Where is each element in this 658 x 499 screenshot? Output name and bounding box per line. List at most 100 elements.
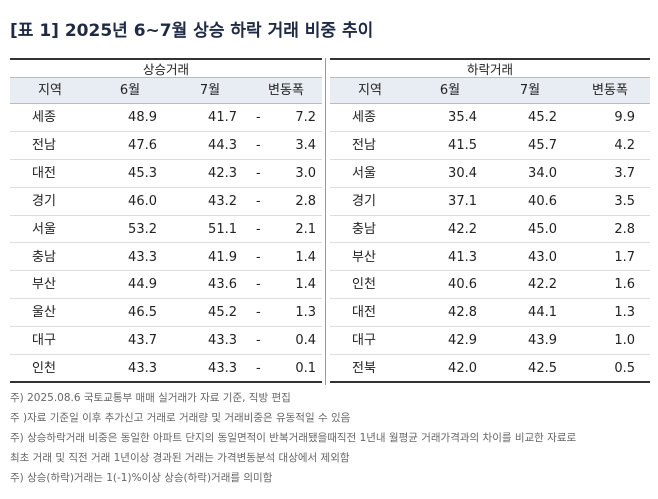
region-cell: 인천 bbox=[352, 277, 376, 293]
change-sign: - bbox=[256, 165, 261, 181]
group-header: 상승거래 bbox=[10, 58, 322, 78]
value-cell: 42.2 bbox=[528, 277, 557, 293]
row-line bbox=[10, 244, 322, 272]
title: [표 1] 2025년 6~7월 상승 하락 거래 비중 추이 bbox=[10, 21, 374, 41]
note: 주 )자료 기준일 이후 추가신고 거래로 거래량 및 거래비중은 유동적일 수… bbox=[10, 412, 351, 424]
row-line bbox=[330, 244, 650, 272]
value-cell: 41.7 bbox=[208, 110, 237, 125]
value-cell: 40.6 bbox=[448, 277, 477, 293]
row-line bbox=[10, 299, 322, 328]
change-cell: 0.1 bbox=[295, 361, 316, 377]
region-cell: 대구 bbox=[352, 333, 376, 349]
row-line bbox=[10, 271, 322, 300]
value-cell: 30.4 bbox=[448, 165, 477, 181]
value-cell: 41.5 bbox=[448, 137, 477, 153]
region-cell: 전남 bbox=[352, 137, 376, 153]
note: 최초 거래 및 직전 거래 1년이상 경과된 거래는 가격변동분석 대상에서 제… bbox=[10, 452, 350, 464]
value-cell: 48.9 bbox=[128, 110, 157, 125]
change-cell: 3.4 bbox=[295, 137, 316, 153]
value-cell: 43.3 bbox=[208, 333, 237, 349]
row-line bbox=[330, 299, 650, 328]
change-cell: 2.8 bbox=[614, 221, 635, 237]
row-line bbox=[330, 188, 650, 216]
value-cell: 41.3 bbox=[448, 249, 477, 265]
region-cell: 충남 bbox=[32, 249, 56, 265]
row-line bbox=[10, 327, 322, 356]
value-cell: 42.8 bbox=[448, 305, 477, 321]
region-cell: 대전 bbox=[32, 165, 56, 181]
value-cell: 43.2 bbox=[208, 193, 237, 209]
region-cell: 세종 bbox=[32, 110, 56, 125]
value-cell: 43.3 bbox=[128, 249, 157, 265]
change-cell: 3.5 bbox=[614, 193, 635, 209]
region-cell: 인천 bbox=[32, 361, 56, 377]
column-header: 변동폭 bbox=[250, 78, 322, 104]
row-line bbox=[330, 327, 650, 356]
value-cell: 41.9 bbox=[208, 249, 237, 265]
row-line bbox=[10, 104, 322, 132]
change-cell: 9.9 bbox=[614, 110, 635, 125]
row-line bbox=[10, 355, 322, 383]
change-sign: - bbox=[256, 110, 261, 125]
region-cell: 부산 bbox=[32, 277, 56, 293]
region-cell: 서울 bbox=[352, 165, 376, 181]
change-cell: 1.7 bbox=[614, 249, 635, 265]
row-line bbox=[10, 216, 322, 244]
change-cell: 0.5 bbox=[614, 361, 635, 377]
value-cell: 42.3 bbox=[208, 165, 237, 181]
change-cell: 1.3 bbox=[295, 305, 316, 321]
note: 주) 상승(하락)거래는 1(-1)%이상 상승(하락)거래를 의미함 bbox=[10, 472, 273, 484]
row-line bbox=[330, 160, 650, 188]
row-line bbox=[330, 355, 650, 383]
value-cell: 43.7 bbox=[128, 333, 157, 349]
value-cell: 40.6 bbox=[528, 193, 557, 209]
region-cell: 경기 bbox=[32, 193, 56, 209]
change-sign: - bbox=[256, 137, 261, 153]
change-cell: 1.6 bbox=[614, 277, 635, 293]
value-cell: 51.1 bbox=[208, 221, 237, 237]
row-line bbox=[330, 132, 650, 160]
value-cell: 42.5 bbox=[528, 361, 557, 377]
region-cell: 울산 bbox=[32, 305, 56, 321]
change-cell: 2.8 bbox=[295, 193, 316, 209]
column-header: 지역 bbox=[10, 78, 90, 104]
value-cell: 35.4 bbox=[448, 110, 477, 125]
value-cell: 34.0 bbox=[528, 165, 557, 181]
region-cell: 세종 bbox=[352, 110, 376, 125]
value-cell: 43.0 bbox=[528, 249, 557, 265]
value-cell: 46.5 bbox=[128, 305, 157, 321]
change-cell: 3.7 bbox=[614, 165, 635, 181]
change-sign: - bbox=[256, 249, 261, 265]
value-cell: 47.6 bbox=[128, 137, 157, 153]
column-header: 변동폭 bbox=[570, 78, 650, 104]
column-header: 6월 bbox=[410, 78, 490, 104]
column-header: 7월 bbox=[490, 78, 570, 104]
value-cell: 44.1 bbox=[528, 305, 557, 321]
region-cell: 전북 bbox=[352, 361, 376, 377]
row-line bbox=[330, 271, 650, 300]
value-cell: 45.2 bbox=[528, 110, 557, 125]
change-sign: - bbox=[256, 277, 261, 293]
value-cell: 45.7 bbox=[528, 137, 557, 153]
value-cell: 42.0 bbox=[448, 361, 477, 377]
value-cell: 45.2 bbox=[208, 305, 237, 321]
region-cell: 부산 bbox=[352, 249, 376, 265]
change-sign: - bbox=[256, 361, 261, 377]
change-cell: 7.2 bbox=[295, 110, 316, 125]
value-cell: 46.0 bbox=[128, 193, 157, 209]
change-sign: - bbox=[256, 221, 261, 237]
region-cell: 충남 bbox=[352, 221, 376, 237]
note: 주) 2025.08.6 국토교통부 매매 실거래가 자료 기준, 직방 편집 bbox=[10, 392, 291, 404]
region-cell: 서울 bbox=[32, 221, 56, 237]
value-cell: 42.9 bbox=[448, 333, 477, 349]
row-line bbox=[330, 104, 650, 132]
column-header: 지역 bbox=[330, 78, 410, 104]
change-cell: 1.3 bbox=[614, 305, 635, 321]
change-cell: 0.4 bbox=[295, 333, 316, 349]
value-cell: 45.0 bbox=[528, 221, 557, 237]
value-cell: 44.3 bbox=[208, 137, 237, 153]
value-cell: 45.3 bbox=[128, 165, 157, 181]
change-sign: - bbox=[256, 305, 261, 321]
value-cell: 53.2 bbox=[128, 221, 157, 237]
change-sign: - bbox=[256, 193, 261, 209]
